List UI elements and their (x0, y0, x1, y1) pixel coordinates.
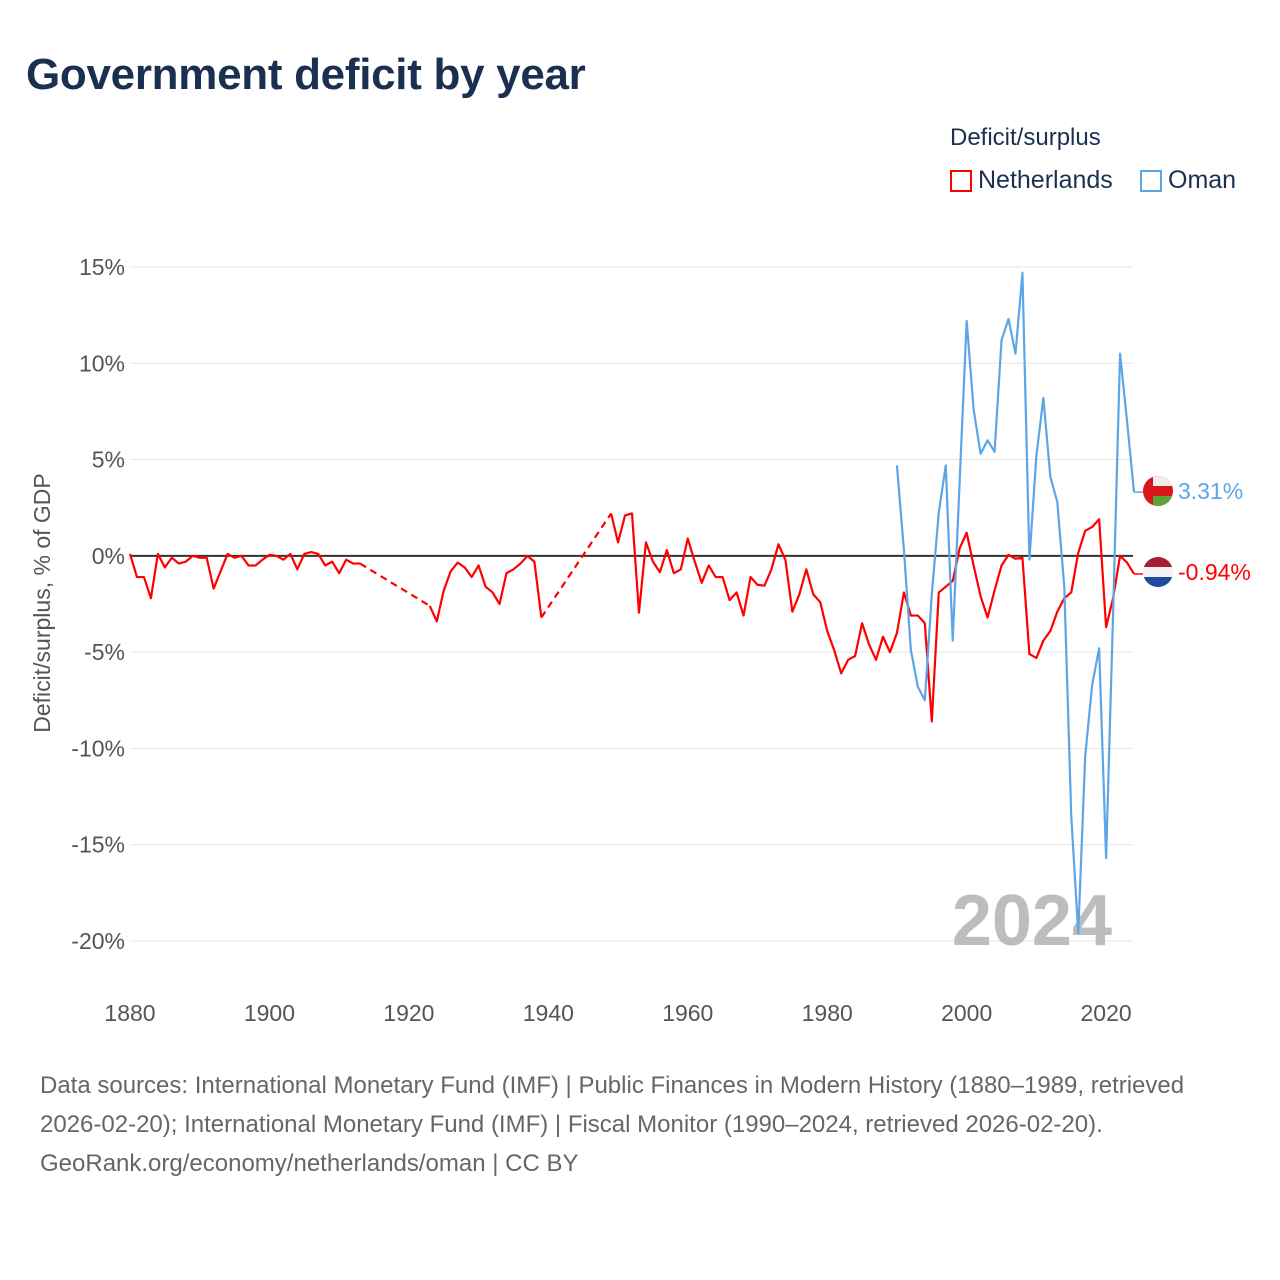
x-tick-label: 1960 (662, 1000, 713, 1026)
end-label-netherlands: -0.94% (1178, 559, 1251, 585)
y-axis-label: Deficit/surplus, % of GDP (29, 473, 55, 732)
x-tick-label: 1880 (104, 1000, 155, 1026)
legend-swatch-oman (1140, 169, 1162, 192)
y-tick-label: -20% (71, 928, 125, 954)
series-netherlands (128, 512, 1143, 723)
x-tick-label: 1900 (244, 1000, 295, 1026)
legend-swatch-netherlands (950, 169, 972, 192)
netherlands-flag-icon (1143, 557, 1173, 587)
x-tick-label: 1920 (383, 1000, 434, 1026)
series-oman (895, 271, 1143, 935)
x-tick-label: 2000 (941, 1000, 992, 1026)
series-gap-netherlands (359, 562, 431, 607)
series-line-netherlands (128, 550, 361, 600)
x-tick-label: 2020 (1081, 1000, 1132, 1026)
chart-title: Government deficit by year (26, 50, 586, 99)
legend-item-netherlands[interactable]: Netherlands (950, 166, 1113, 195)
year-watermark: 2024 (952, 881, 1112, 961)
legend-label: Netherlands (978, 166, 1113, 194)
y-tick-label: -15% (71, 832, 125, 858)
data-sources: Data sources: International Monetary Fun… (40, 1072, 1185, 1138)
footer: Data sources: International Monetary Fun… (40, 1066, 1240, 1183)
y-tick-label: -10% (71, 735, 125, 761)
series-line-oman (895, 271, 1136, 935)
x-tick-label: 1980 (802, 1000, 853, 1026)
y-tick-label: 5% (92, 447, 125, 473)
legend-label: Oman (1168, 166, 1237, 194)
legend-title: Deficit/surplus (950, 124, 1101, 151)
y-tick-label: 0% (92, 543, 125, 569)
series-line-netherlands (610, 512, 1135, 723)
series-gap-netherlands (540, 512, 612, 619)
x-tick-label: 1940 (523, 1000, 574, 1026)
y-tick-label: 10% (79, 350, 125, 376)
oman-flag-icon (1143, 476, 1173, 506)
y-tick-label: 15% (79, 254, 125, 280)
credit-link[interactable]: GeoRank.org/economy/netherlands/oman | C… (40, 1150, 579, 1177)
legend-item-oman[interactable]: Oman (1140, 166, 1236, 195)
series-line-netherlands (428, 554, 543, 623)
y-tick-label: -5% (84, 639, 125, 665)
end-label-oman: 3.31% (1178, 478, 1243, 504)
